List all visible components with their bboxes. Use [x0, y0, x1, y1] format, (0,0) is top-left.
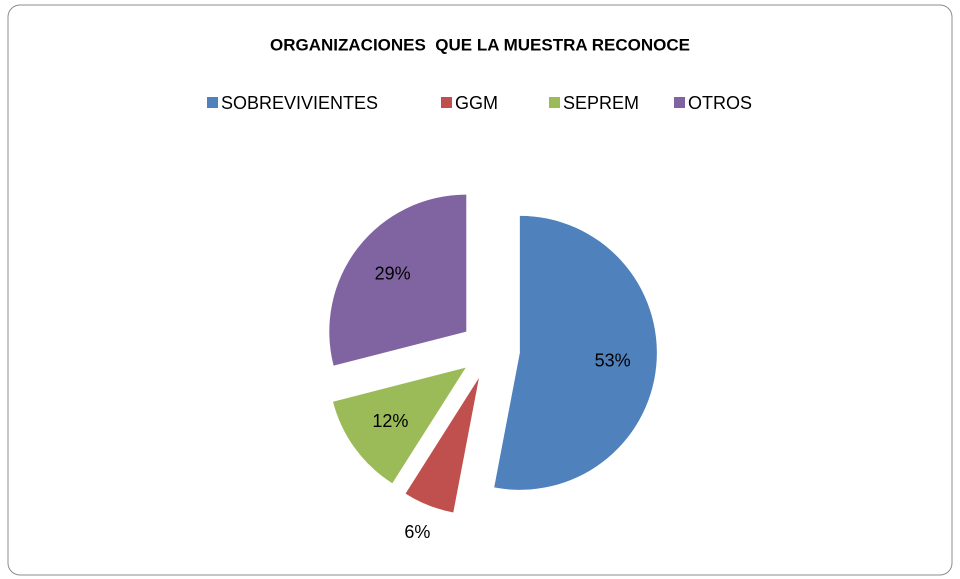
chart-title: ORGANIZACIONES QUE LA MUESTRA RECONOCE [270, 35, 690, 54]
legend-label: SEPREM [563, 93, 639, 113]
legend-swatch [441, 97, 452, 108]
data-label: 53% [595, 350, 631, 370]
legend-swatch [674, 97, 685, 108]
chart-frame [7, 4, 953, 576]
legend-label: SOBREVIVIENTES [221, 93, 378, 113]
pie-slice [329, 194, 467, 366]
pie-slice [333, 367, 466, 484]
legend-label: GGM [455, 93, 498, 113]
legend-swatch [549, 97, 560, 108]
data-label: 12% [372, 411, 408, 431]
legend-swatch [207, 97, 218, 108]
data-label: 29% [375, 263, 411, 283]
pie-slice [405, 377, 479, 513]
pie-slice [494, 215, 657, 490]
legend-label: OTROS [688, 93, 752, 113]
data-label: 6% [404, 522, 430, 542]
